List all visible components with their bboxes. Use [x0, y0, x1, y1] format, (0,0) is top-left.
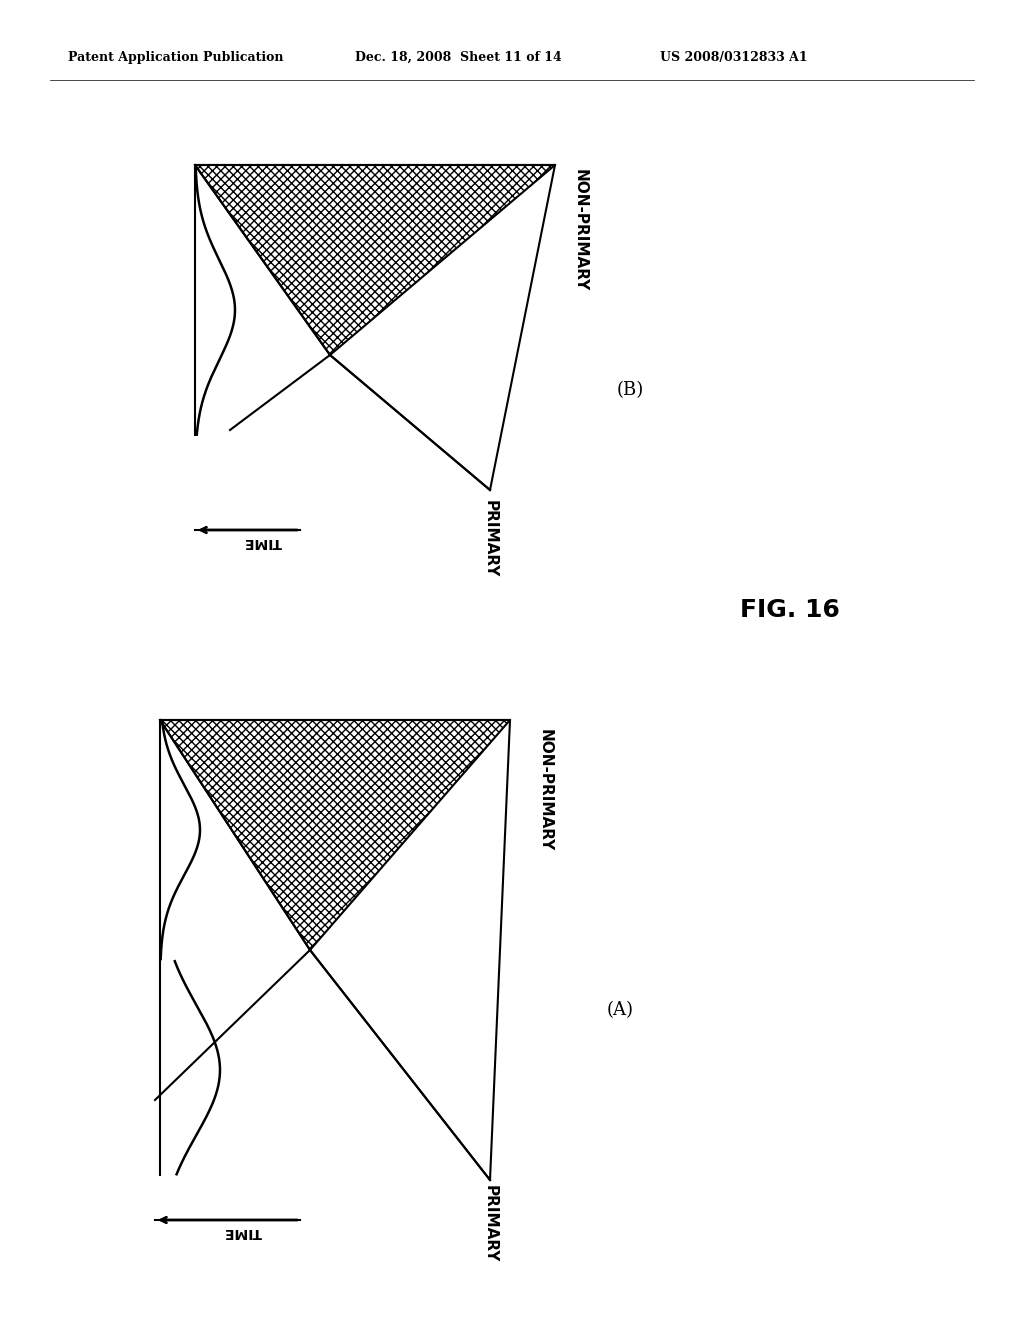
Text: FIG. 16: FIG. 16 — [740, 598, 840, 622]
Text: US 2008/0312833 A1: US 2008/0312833 A1 — [660, 50, 808, 63]
Text: PRIMARY: PRIMARY — [482, 500, 498, 577]
Text: PRIMARY: PRIMARY — [482, 1185, 498, 1262]
Text: NON-PRIMARY: NON-PRIMARY — [572, 169, 588, 292]
Text: Dec. 18, 2008  Sheet 11 of 14: Dec. 18, 2008 Sheet 11 of 14 — [355, 50, 562, 63]
Text: Patent Application Publication: Patent Application Publication — [68, 50, 284, 63]
Text: (A): (A) — [606, 1001, 634, 1019]
Polygon shape — [195, 165, 555, 355]
Polygon shape — [160, 719, 510, 950]
Text: TIME: TIME — [244, 535, 282, 549]
Text: TIME: TIME — [223, 1225, 261, 1239]
Text: (B): (B) — [616, 381, 644, 399]
Text: NON-PRIMARY: NON-PRIMARY — [538, 729, 553, 851]
